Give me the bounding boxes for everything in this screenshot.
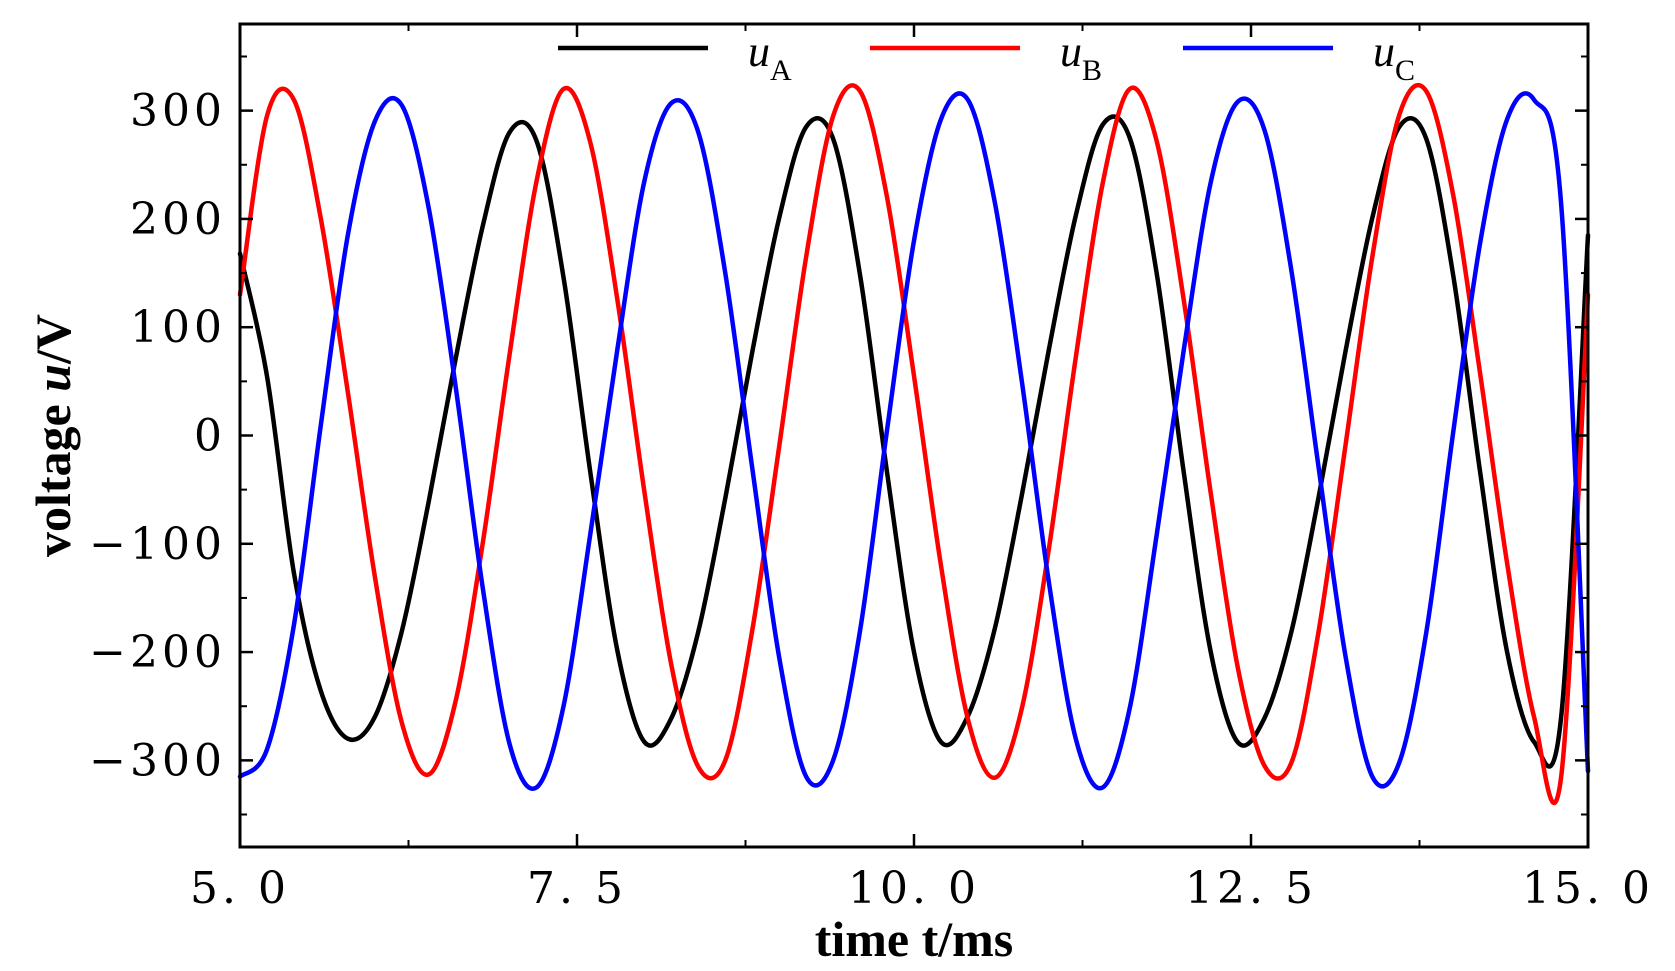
x-tick-label: 15. 0 xyxy=(1522,863,1654,914)
legend-label-symbol: u xyxy=(748,27,770,76)
y-axis-title-variable: u xyxy=(25,364,81,392)
x-tick-label: 12. 5 xyxy=(1185,863,1317,914)
series-line-c xyxy=(237,91,1591,791)
y-tick-label: 0 xyxy=(194,411,226,462)
x-tick-label: 7. 5 xyxy=(527,863,627,914)
y-tick-label: −300 xyxy=(89,735,226,786)
y-tick-label: 100 xyxy=(130,302,226,353)
legend-label-subscript: A xyxy=(770,54,792,87)
legend-label-symbol: u xyxy=(1060,27,1082,76)
legend-label: uA xyxy=(748,27,792,87)
y-axis-title-main: voltage xyxy=(25,392,81,557)
y-tick-label: 200 xyxy=(130,194,226,245)
legend-item-b: uB xyxy=(870,27,1102,87)
x-tick-label: 10. 0 xyxy=(848,863,980,914)
legend-label-subscript: C xyxy=(1395,54,1415,87)
legend-label: uB xyxy=(1060,27,1102,87)
tick-layer: 5. 0 7. 5 10. 0 12. 5 15. 0 300 200 100 0 −100 −20… xyxy=(89,24,1654,914)
legend-item-c: uC xyxy=(1183,27,1415,87)
y-tick-label: 300 xyxy=(130,86,226,137)
legend: uA uB uC xyxy=(558,27,1415,87)
y-axis-title: voltage u/V xyxy=(25,314,81,557)
y-tick-label: −200 xyxy=(89,627,226,678)
legend-item-a: uA xyxy=(558,27,792,87)
series-layer xyxy=(237,83,1591,806)
legend-label-symbol: u xyxy=(1373,27,1395,76)
legend-label: uC xyxy=(1373,27,1415,87)
y-axis-title-unit: /V xyxy=(25,314,81,365)
x-axis-title: time t/ms xyxy=(815,911,1014,967)
x-tick-label: 5. 0 xyxy=(190,863,290,914)
series-line-b xyxy=(237,83,1591,806)
legend-label-subscript: B xyxy=(1082,54,1102,87)
y-tick-label: −100 xyxy=(89,519,226,570)
